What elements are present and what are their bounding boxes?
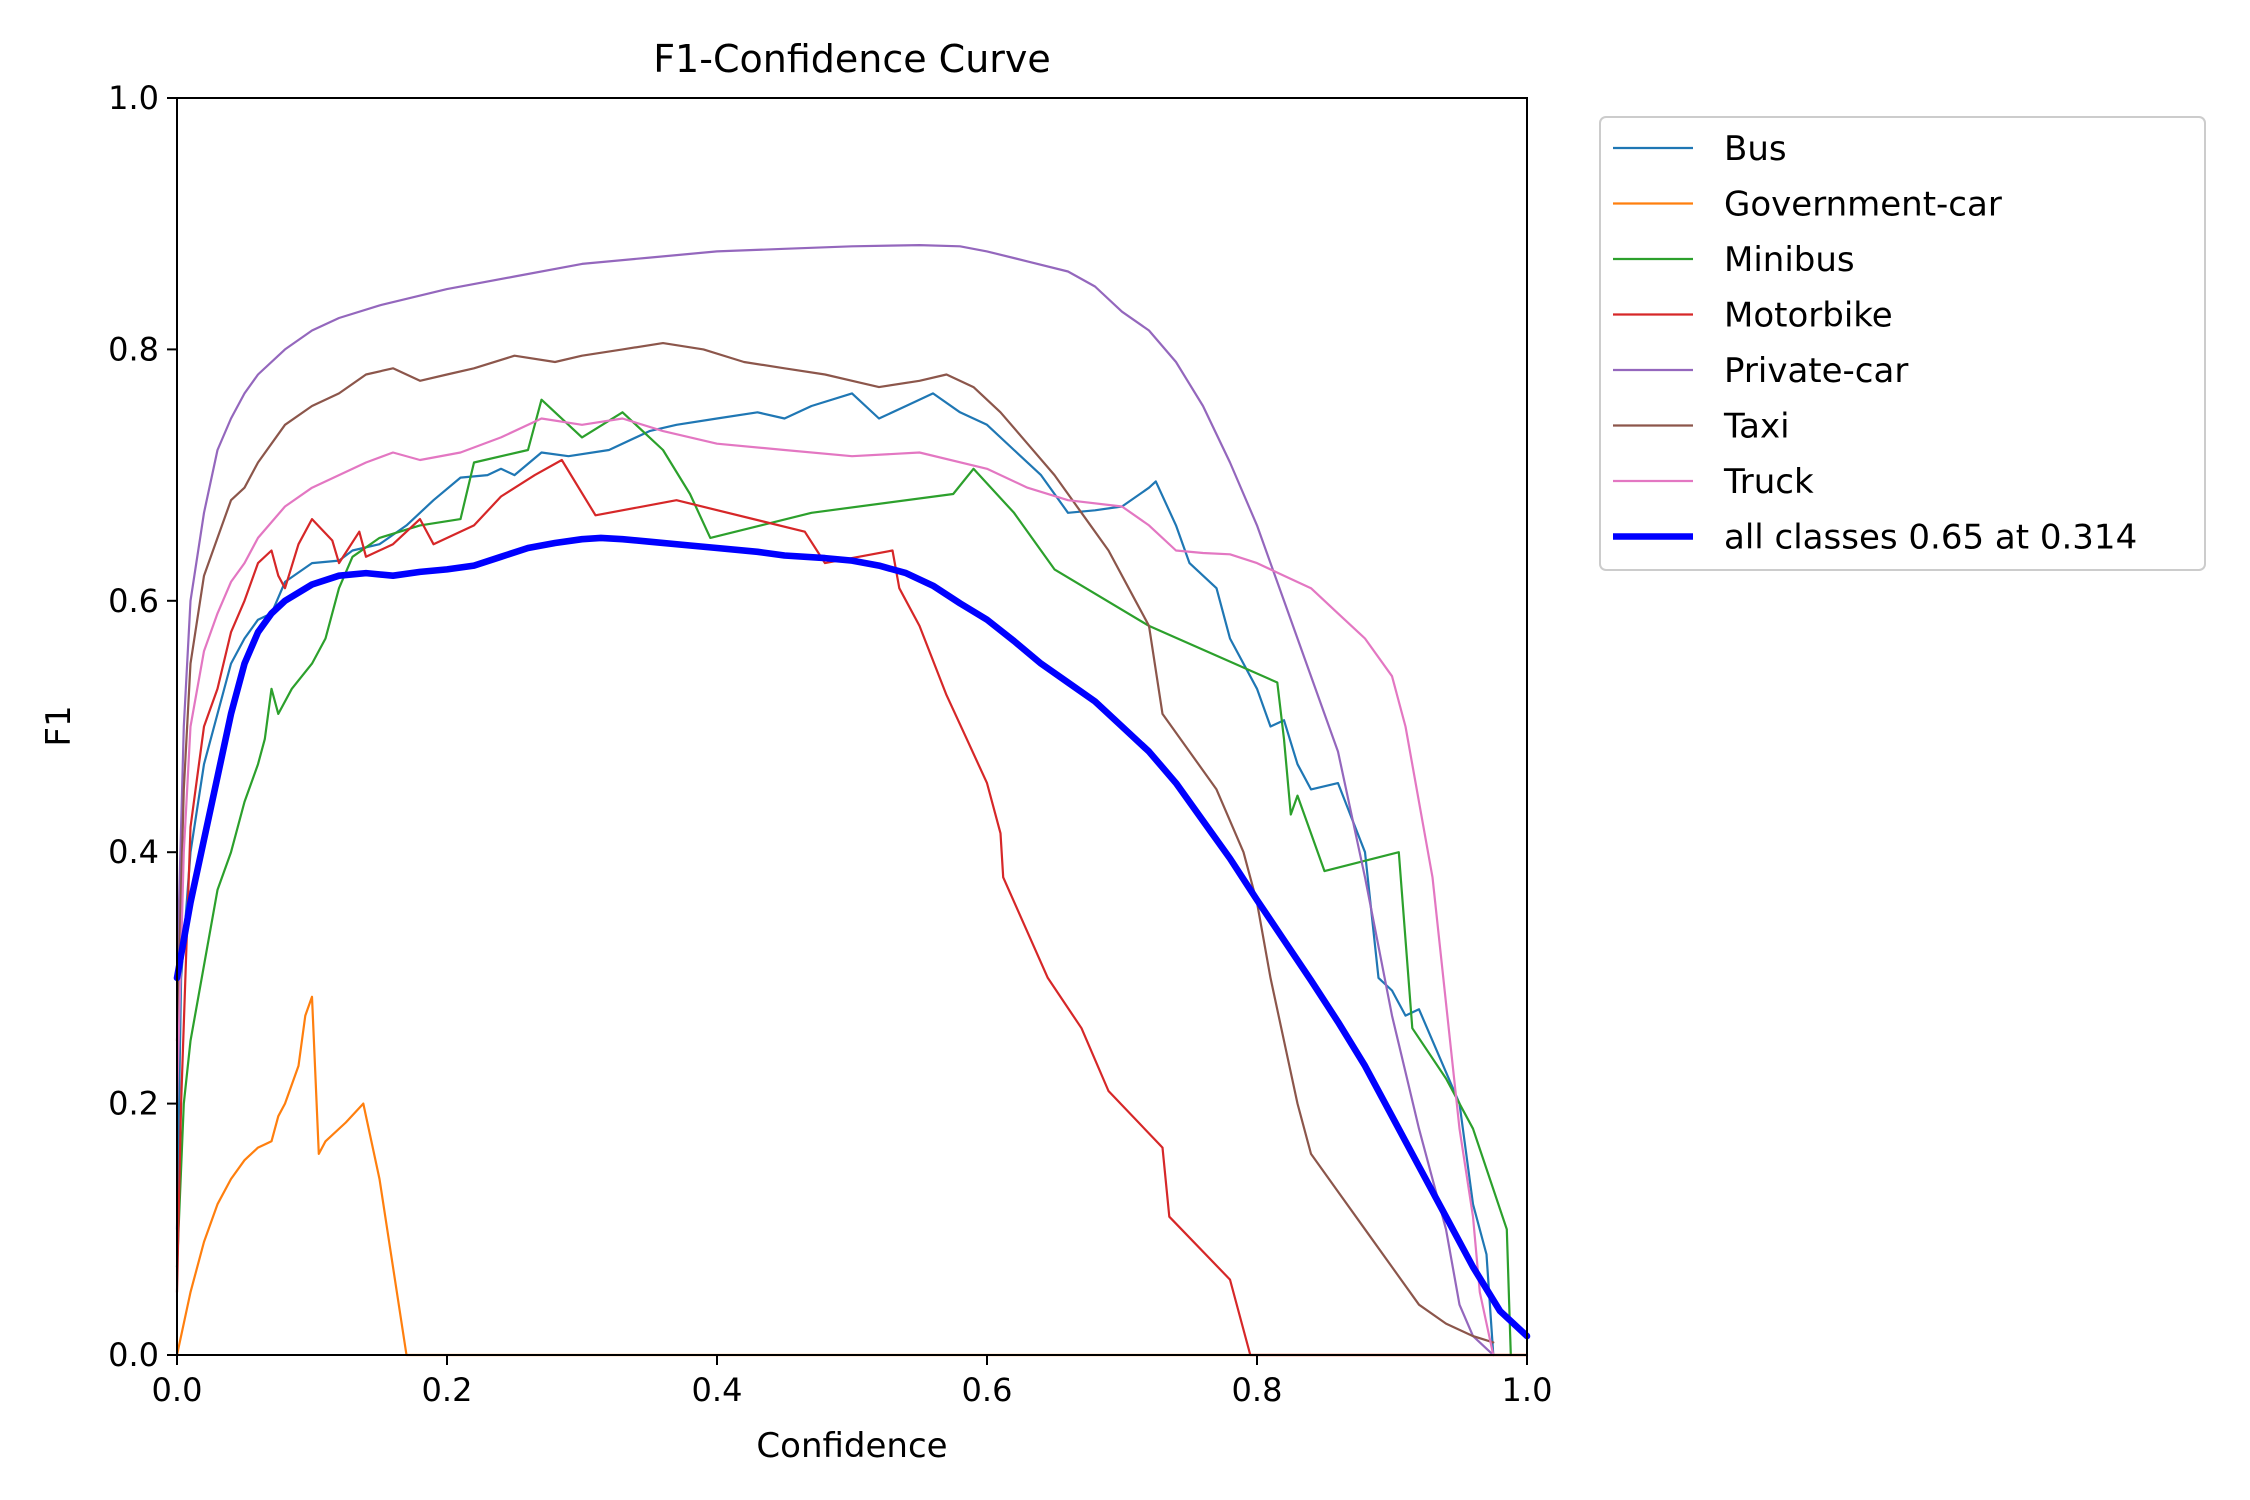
series-line-5 bbox=[175, 342, 1495, 1344]
legend-box bbox=[1599, 116, 2206, 571]
y-tick-label: 0.8 bbox=[108, 330, 159, 368]
legend-label-4: Private-car bbox=[1724, 351, 1908, 391]
legend-label-7: all classes 0.65 at 0.314 bbox=[1724, 518, 2137, 558]
legend-label-3: Motorbike bbox=[1724, 296, 1893, 336]
chart-title: F1-Confidence Curve bbox=[653, 37, 1051, 81]
legend-label-2: Minibus bbox=[1724, 240, 1855, 280]
series-line-2 bbox=[175, 398, 1512, 1357]
x-tick-label: 0.4 bbox=[692, 1371, 743, 1409]
series-line-0 bbox=[175, 392, 1495, 1357]
x-tick-label: 0.0 bbox=[152, 1371, 203, 1409]
series-line-1 bbox=[175, 995, 1529, 1357]
legend: Bus Government-car Minibus Motorbike Private… bbox=[1599, 116, 2206, 571]
x-tick-label: 0.8 bbox=[1232, 1371, 1283, 1409]
x-axis-ticks: 0.0 0.2 0.4 0.6 0.8 1.0 bbox=[152, 1355, 1553, 1409]
legend-label-0: Bus bbox=[1724, 129, 1787, 169]
y-tick-label: 0.2 bbox=[108, 1085, 159, 1123]
x-axis-label: Confidence bbox=[756, 1426, 947, 1466]
series-line-4 bbox=[175, 244, 1495, 1357]
y-tick-label: 0.6 bbox=[108, 582, 159, 620]
x-tick-label: 1.0 bbox=[1502, 1371, 1553, 1409]
y-tick-label: 0.0 bbox=[108, 1336, 159, 1374]
series-layer bbox=[173, 244, 1531, 1357]
x-tick-label: 0.2 bbox=[422, 1371, 473, 1409]
y-tick-label: 1.0 bbox=[108, 79, 159, 117]
legend-label-6: Truck bbox=[1723, 462, 1814, 502]
legend-label-1: Government-car bbox=[1724, 185, 2002, 225]
x-tick-label: 0.6 bbox=[962, 1371, 1013, 1409]
y-axis-ticks: 0.0 0.2 0.4 0.6 0.8 1.0 bbox=[108, 79, 177, 1374]
legend-items: Bus Government-car Minibus Motorbike Private… bbox=[1613, 129, 2137, 558]
y-tick-label: 0.4 bbox=[108, 833, 159, 871]
y-axis-label: F1 bbox=[39, 705, 79, 746]
legend-label-5: Taxi bbox=[1723, 407, 1790, 447]
plot-area bbox=[173, 97, 1531, 1357]
series-line-3 bbox=[175, 458, 1529, 1357]
series-line-6 bbox=[175, 417, 1495, 1357]
series-line-7 bbox=[173, 534, 1531, 1340]
plot-frame bbox=[176, 97, 1528, 1356]
